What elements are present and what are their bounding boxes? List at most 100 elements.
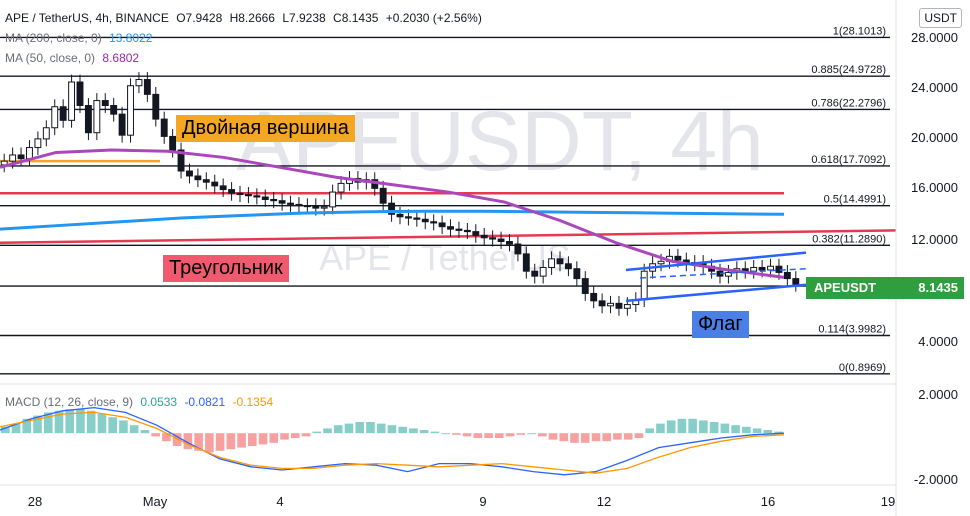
candle-body [623, 304, 631, 309]
candle-body [93, 100, 101, 134]
macd-histogram-bar [301, 433, 311, 437]
ma200-label: MA (200, close, 0) [5, 31, 102, 45]
candle-body [253, 195, 261, 198]
macd-histogram-bar [419, 430, 429, 434]
macd-histogram-bar [398, 426, 407, 434]
candle-body [194, 175, 202, 181]
candle-body [421, 218, 429, 223]
fib-level-label: 0.618(17.7092) [811, 154, 886, 166]
ma50-legend[interactable]: MA (50, close, 0) 8.6802 [5, 51, 139, 65]
macd-histogram-bar [409, 428, 418, 434]
fib-level-label: 0.114(3.9982) [818, 324, 886, 336]
candle-body [329, 191, 337, 208]
macd-histogram-bar [194, 433, 203, 451]
fib-level-label: 0.5(14.4991) [824, 194, 886, 206]
triangle-label: Треугольник [163, 255, 289, 282]
time-axis[interactable]: 28 May 4 9 12 16 19 [28, 494, 895, 509]
time-axis-tick-label: 19 [881, 494, 895, 509]
candle-body [564, 263, 572, 270]
macd-histogram-bar [22, 418, 32, 434]
macd-histogram-bar [33, 415, 42, 434]
candle-body [244, 194, 252, 197]
macd-histogram-bar [677, 418, 687, 434]
macd-histogram-bar [376, 423, 386, 434]
macd-histogram-bar [623, 433, 633, 440]
macd-histogram-bar [269, 433, 279, 443]
price-axis-tick-label: 20.0000 [911, 130, 958, 145]
flag-lower-line [625, 283, 807, 303]
macd-histogram-bar [129, 425, 139, 434]
macd-histogram-bar [441, 433, 450, 435]
currency-unit-button[interactable]: USDT [919, 8, 962, 28]
candle-body [9, 154, 17, 162]
candle-body [312, 205, 320, 209]
candle-body [169, 135, 177, 151]
candle-body [548, 258, 556, 268]
candle-body [531, 270, 539, 277]
candle-body [152, 93, 160, 120]
candle-body [278, 200, 286, 204]
macd-hist-value: 0.0533 [140, 395, 178, 409]
candle-body [51, 106, 59, 129]
macd-histogram-bar [613, 433, 622, 440]
macd-histogram-bar [742, 426, 751, 434]
macd-legend[interactable]: MACD (12, 26, close, 9) 0.0533 -0.0821 -… [5, 395, 273, 409]
price-axis-tick-label: 12.0000 [911, 232, 958, 247]
macd-histogram-bar [591, 433, 601, 442]
candle-body [261, 196, 269, 200]
candle-body [287, 202, 294, 205]
macd-histogram-bar [366, 422, 375, 434]
macd-histogram-bar [452, 433, 461, 435]
candle-body [497, 238, 505, 243]
candle-body [127, 85, 134, 136]
candle-body [724, 271, 732, 277]
candle-body [598, 300, 606, 307]
macd-histogram-bar [76, 409, 85, 434]
candle-body [539, 266, 547, 277]
macd-histogram-bar [119, 420, 128, 434]
macd-histogram-bar [645, 428, 654, 434]
macd-histogram-bar [108, 417, 117, 434]
macd-line-value: -0.0821 [184, 395, 226, 409]
macd-histogram-bar [258, 433, 268, 445]
ma50-label: MA (50, close, 0) [5, 51, 96, 65]
price-tag-symbol: APEUSDT [814, 280, 877, 295]
candle-body [657, 260, 665, 265]
double-top-label: Двойная вершина [176, 115, 355, 142]
macd-line [0, 406, 785, 476]
candle-body [758, 266, 766, 271]
macd-histogram-bar [559, 433, 569, 442]
candle-body [489, 237, 497, 240]
candle-body [480, 234, 488, 239]
candle-body [792, 278, 800, 285]
candle-body [615, 302, 623, 309]
macd-histogram-bar [183, 433, 193, 450]
ma200-legend[interactable]: MA (200, close, 0) 13.8022 [5, 31, 152, 45]
price-axis-tick-label: 28.0000 [911, 30, 958, 45]
candle-body [17, 154, 25, 160]
candle-body [76, 81, 84, 107]
ma50-line [0, 148, 785, 279]
fib-level-label: 0(0.8969) [839, 362, 886, 374]
macd-histogram-bar [323, 428, 332, 434]
macd-histogram-bar [516, 433, 526, 435]
candle-body [388, 202, 396, 215]
symbol-header: APE / TetherUS, 4h, BINANCE O7.9428 H8.2… [5, 11, 482, 25]
flag-mid-line [639, 267, 807, 279]
macd-histogram-bar [333, 425, 343, 434]
candle-body [783, 271, 791, 280]
flag-channel [625, 251, 807, 303]
macd-histogram-bar [290, 433, 300, 438]
candle-body [556, 258, 564, 265]
candle-body [34, 138, 42, 149]
candle-body [590, 292, 598, 302]
price-axis-tick-label: 2.0000 [918, 387, 958, 402]
macd-signal-line [0, 411, 785, 474]
price-axis[interactable]: 28.000024.000020.000016.000012.00008.000… [911, 30, 958, 487]
macd-histogram-bar [602, 433, 612, 442]
macd-histogram-bar [355, 422, 365, 434]
time-axis-tick-label: 9 [479, 494, 486, 509]
candle-body [430, 221, 438, 224]
ma200-line [0, 209, 785, 231]
